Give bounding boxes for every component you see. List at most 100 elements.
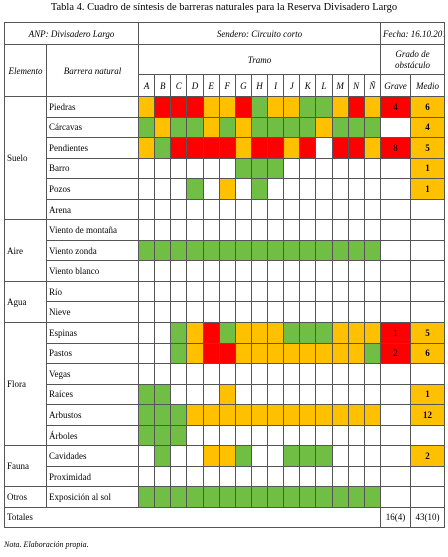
- tramo-cell: [186, 342, 204, 365]
- barrier: Viento blanco: [46, 260, 139, 282]
- tramo-cell: [186, 465, 204, 488]
- tramo-cell: [331, 342, 349, 365]
- grave: [379, 424, 411, 447]
- tramo-cell: [202, 363, 220, 385]
- tramo-cell: [218, 465, 236, 488]
- tramo-cell: [137, 424, 156, 447]
- tramo-cell: [250, 157, 269, 180]
- tramo-cell: [363, 342, 381, 365]
- tramo-letter: L: [315, 74, 333, 97]
- tramo-cell: [266, 465, 285, 488]
- tramo-cell: [234, 486, 252, 508]
- tramo-cell: [218, 383, 236, 406]
- barrier: Arbustos: [46, 404, 139, 426]
- tramo-cell: [283, 486, 301, 508]
- tramo-cell: [283, 137, 301, 159]
- tramo-cell: [283, 116, 301, 139]
- grave: [379, 383, 411, 406]
- tramo-cell: [347, 198, 365, 221]
- tramo-cell: [266, 219, 285, 241]
- tramo-cell: [137, 486, 156, 508]
- grave: [379, 445, 411, 467]
- tramo-cell: [234, 301, 252, 324]
- tramo-cell: [331, 116, 349, 139]
- data-row: Nieve: [5, 301, 445, 324]
- tramo-cell: [202, 342, 220, 365]
- tramo-cell: [154, 137, 172, 159]
- tramo-cell: [363, 465, 381, 488]
- tramo-cell: [186, 363, 204, 385]
- tramo-cell: [218, 96, 236, 118]
- tramo-cell: [186, 137, 204, 159]
- tramo-cell: [283, 465, 301, 488]
- tramo-cell: [234, 322, 252, 344]
- tramo-cell: [218, 342, 236, 365]
- tramo-cell: [218, 198, 236, 221]
- tramo-letter: N: [347, 74, 365, 97]
- tramo-cell: [283, 342, 301, 365]
- tramo-cell: [170, 198, 188, 221]
- tramo-cell: [315, 239, 333, 262]
- elemento-header: Elemento: [4, 44, 47, 97]
- barrier: Viento zonda: [46, 239, 139, 262]
- tramo-cell: [186, 260, 204, 282]
- tramo-cell: [154, 157, 172, 180]
- tramo-cell: [266, 342, 285, 365]
- tramo-cell: [315, 198, 333, 221]
- tramo-cell: [154, 404, 172, 426]
- tramo-cell: [299, 260, 317, 282]
- data-row: Agua Río: [4, 280, 445, 324]
- barrier: Viento de montaña: [46, 219, 139, 241]
- tramo-cell: [299, 219, 317, 241]
- tramo-cell: [331, 424, 349, 447]
- tramo-cell: [250, 301, 269, 324]
- tramo-cell: [315, 363, 333, 385]
- barrier: Proximidad: [46, 465, 139, 488]
- medio: [409, 424, 445, 447]
- tramo-cell: [202, 137, 220, 159]
- tramo-cell: [315, 465, 333, 488]
- tramo-cell: [170, 301, 188, 324]
- barrier: Río: [46, 280, 139, 303]
- tramo-cell: [170, 342, 188, 365]
- tramo-cell: [186, 96, 204, 118]
- tramo-cell: [137, 198, 156, 221]
- tramo-cell: [137, 157, 156, 180]
- tramo-cell: [331, 322, 349, 344]
- tramo-cell: [347, 383, 365, 406]
- tramo-cell: [218, 116, 236, 139]
- tramo-cell: [234, 96, 252, 118]
- tramo-cell: [363, 404, 381, 426]
- tramo-cell: [363, 383, 381, 406]
- tramo-cell: [202, 404, 220, 426]
- title: Tabla 4. Cuadro de síntesis de barreras …: [50, 2, 398, 13]
- tramo-cell: [299, 342, 317, 365]
- tramo-cell: [315, 96, 333, 118]
- anp: ANP: Divisadero Largo: [4, 22, 139, 45]
- tramo-cell: [250, 178, 269, 200]
- tramo-cell: [347, 280, 365, 303]
- tramo-letter: E: [202, 74, 220, 97]
- medio: [409, 363, 445, 385]
- barrier: Pozos: [46, 178, 139, 200]
- tramo-cell: [315, 157, 333, 180]
- barrier: Cavidades: [46, 445, 139, 467]
- tramo-cell: [202, 260, 220, 282]
- tramo-cell: [299, 116, 317, 139]
- tramo-cell: [186, 445, 204, 467]
- tramo-cell: [250, 198, 269, 221]
- tramo-cell: [170, 424, 188, 447]
- tramo-cell: [250, 96, 269, 118]
- element: Otros: [4, 486, 47, 508]
- tramo-cell: [186, 404, 204, 426]
- tramo-cell: [250, 363, 269, 385]
- tramo-cell: [315, 178, 333, 200]
- tramo-cell: [299, 157, 317, 180]
- grave: [379, 301, 411, 324]
- tramo-cell: [283, 445, 301, 467]
- tramo-cell: [186, 424, 204, 447]
- medio: 1: [409, 383, 445, 406]
- barrier: Nieve: [46, 301, 139, 324]
- data-row: Viento blanco: [5, 260, 445, 282]
- tramo-cell: [347, 260, 365, 282]
